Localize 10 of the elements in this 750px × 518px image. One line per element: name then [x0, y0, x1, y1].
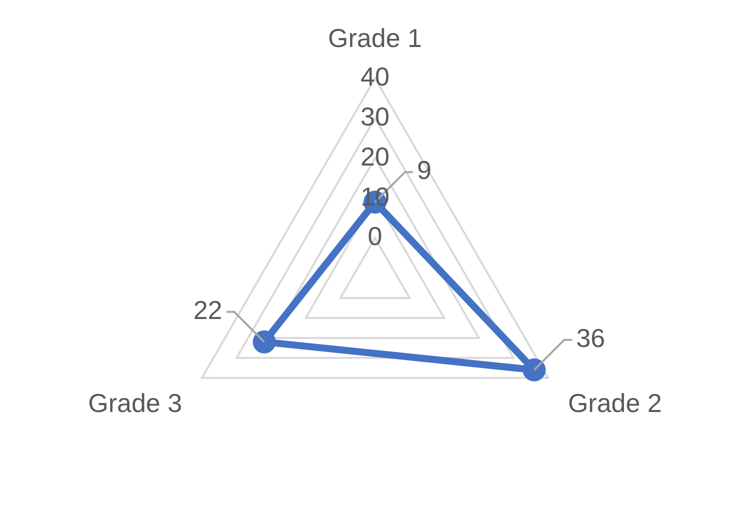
data-label: 9 — [417, 155, 432, 186]
y-tick-label: 30 — [360, 101, 390, 132]
spoke-label: Grade 3 — [88, 388, 182, 418]
y-tick-label: 20 — [360, 141, 390, 172]
y-tick-label: 0 — [368, 221, 382, 252]
y-tick-label: 40 — [360, 61, 390, 92]
spoke-label: Grade 1 — [328, 22, 422, 53]
data-label: 22 — [193, 295, 222, 326]
spoke-label: Grade 2 — [568, 388, 662, 418]
data-label: 36 — [576, 323, 606, 354]
